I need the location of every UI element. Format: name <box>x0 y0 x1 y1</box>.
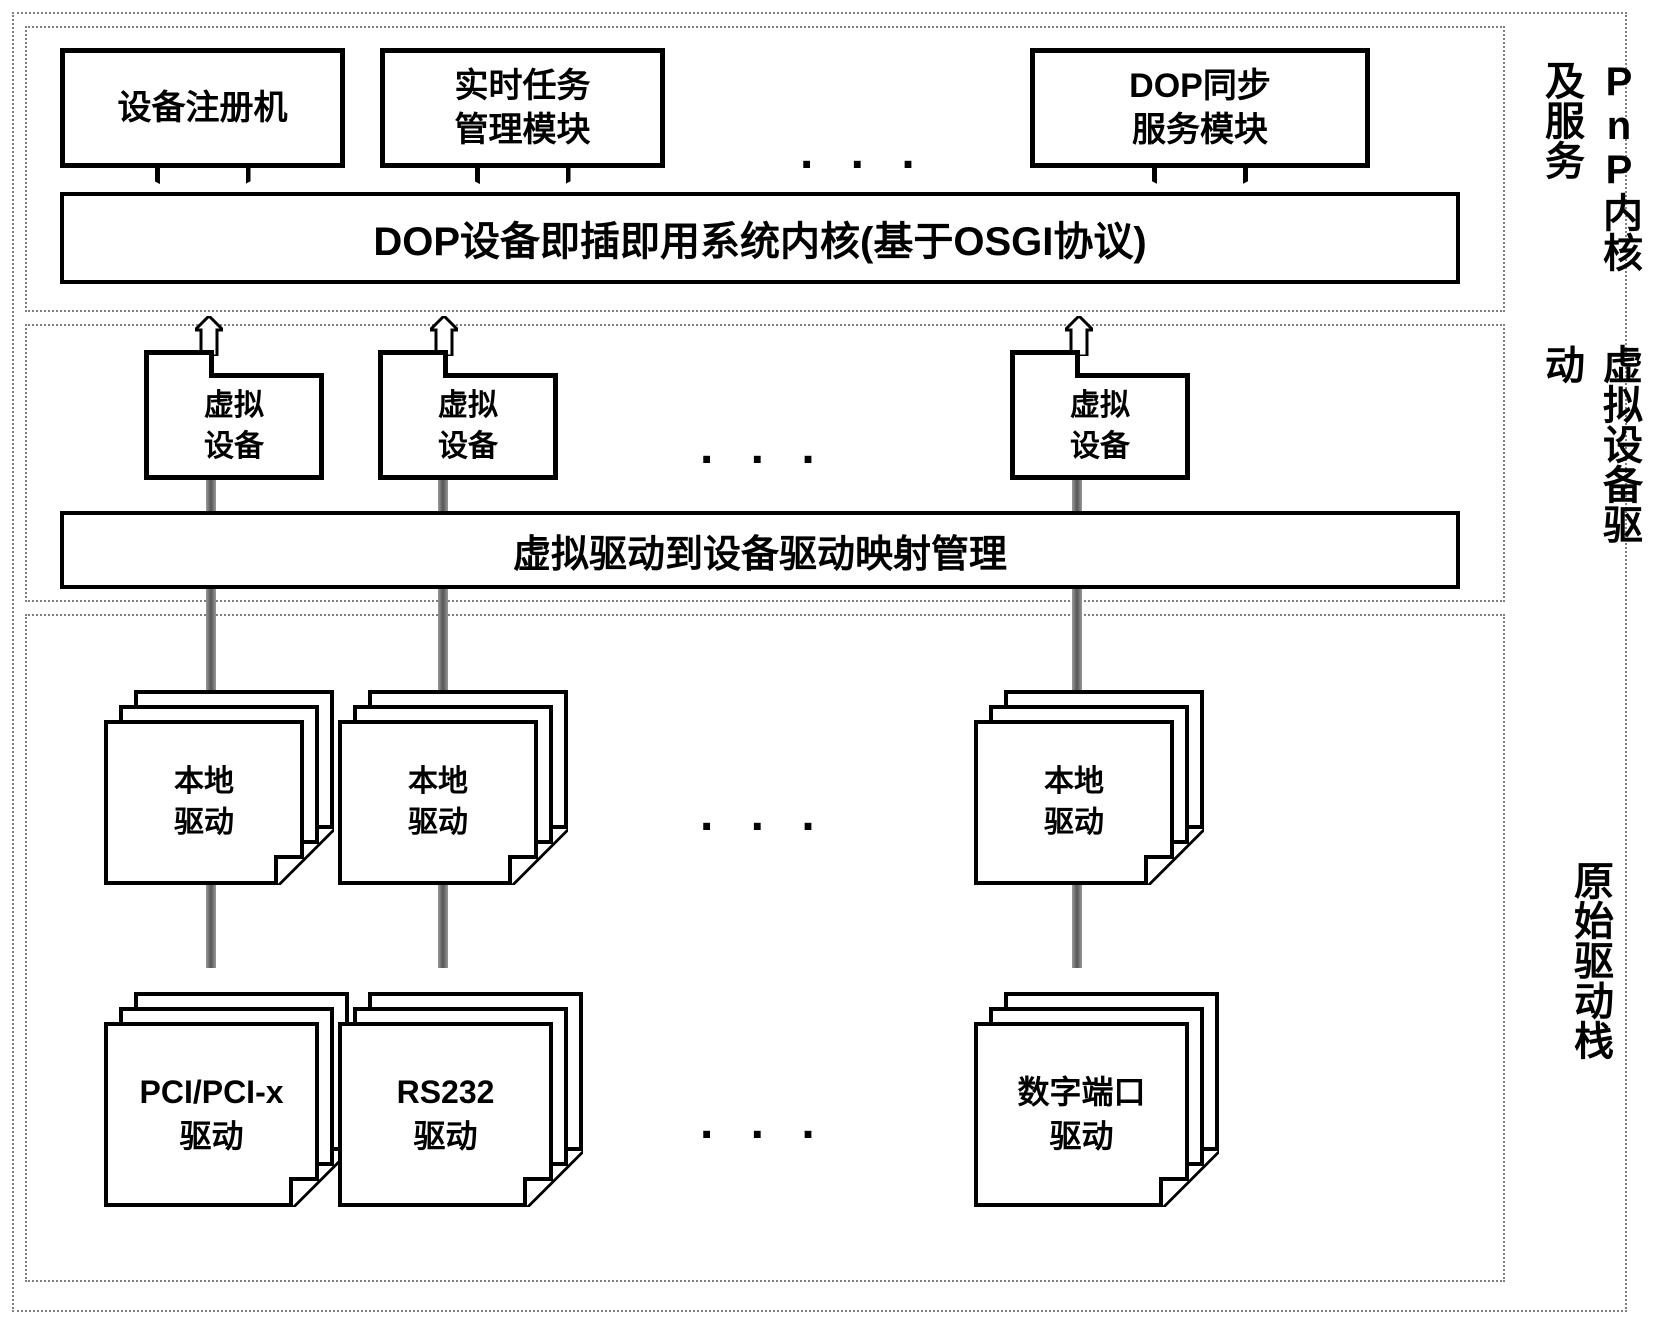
layer-label-pnp: PnP内核及服务 <box>1560 60 1620 290</box>
local-driver-stack-3: 本地 驱动 <box>974 690 1204 875</box>
local-driver-stack-1: 本地 驱动 <box>104 690 334 875</box>
ellipsis-virtual-devices: . . . <box>700 420 827 475</box>
ellipsis-port-drivers: . . . <box>700 1095 827 1150</box>
port-driver-stack-3: 数字端口 驱动 <box>974 992 1204 1177</box>
kernel-bar: DOP设备即插即用系统内核(基于OSGI协议) <box>60 192 1460 284</box>
page-front: RS232 驱动 <box>338 1022 553 1207</box>
folder-body: 虚拟 设备 <box>378 373 558 480</box>
folder-tab <box>1010 350 1080 378</box>
page-front: 本地 驱动 <box>338 720 538 885</box>
folder-body: 虚拟 设备 <box>144 373 324 480</box>
folder-tab <box>144 350 214 378</box>
label: 设备注册机 <box>118 86 288 130</box>
page-front: PCI/PCI-x 驱动 <box>104 1022 319 1207</box>
label: 实时任务 管理模块 <box>455 64 591 152</box>
page-front: 本地 驱动 <box>974 720 1174 885</box>
port-driver-stack-2: RS232 驱动 <box>338 992 568 1177</box>
label: DOP同步 服务模块 <box>1129 64 1271 152</box>
svc-realtime-task: 实时任务 管理模块 <box>380 48 665 168</box>
folder-tab <box>378 350 448 378</box>
local-driver-stack-2: 本地 驱动 <box>338 690 568 875</box>
ellipsis-local-drivers: . . . <box>700 787 827 842</box>
page-front: 数字端口 驱动 <box>974 1022 1189 1207</box>
folder-body: 虚拟 设备 <box>1010 373 1190 480</box>
virtual-device-1: 虚拟 设备 <box>144 350 324 480</box>
virtual-device-2: 虚拟 设备 <box>378 350 558 480</box>
svc-device-registrar: 设备注册机 <box>60 48 345 168</box>
mapping-bar: 虚拟驱动到设备驱动映射管理 <box>60 511 1460 589</box>
page-front: 本地 驱动 <box>104 720 304 885</box>
virtual-device-3: 虚拟 设备 <box>1010 350 1190 480</box>
ellipsis-services: . . . <box>800 125 927 180</box>
port-driver-stack-1: PCI/PCI-x 驱动 <box>104 992 334 1177</box>
layer-label-raw: 原始驱动栈 <box>1560 800 1620 1120</box>
svc-dop-sync: DOP同步 服务模块 <box>1030 48 1370 168</box>
layer-label-virtual: 虚拟设备驱动 <box>1560 344 1620 574</box>
